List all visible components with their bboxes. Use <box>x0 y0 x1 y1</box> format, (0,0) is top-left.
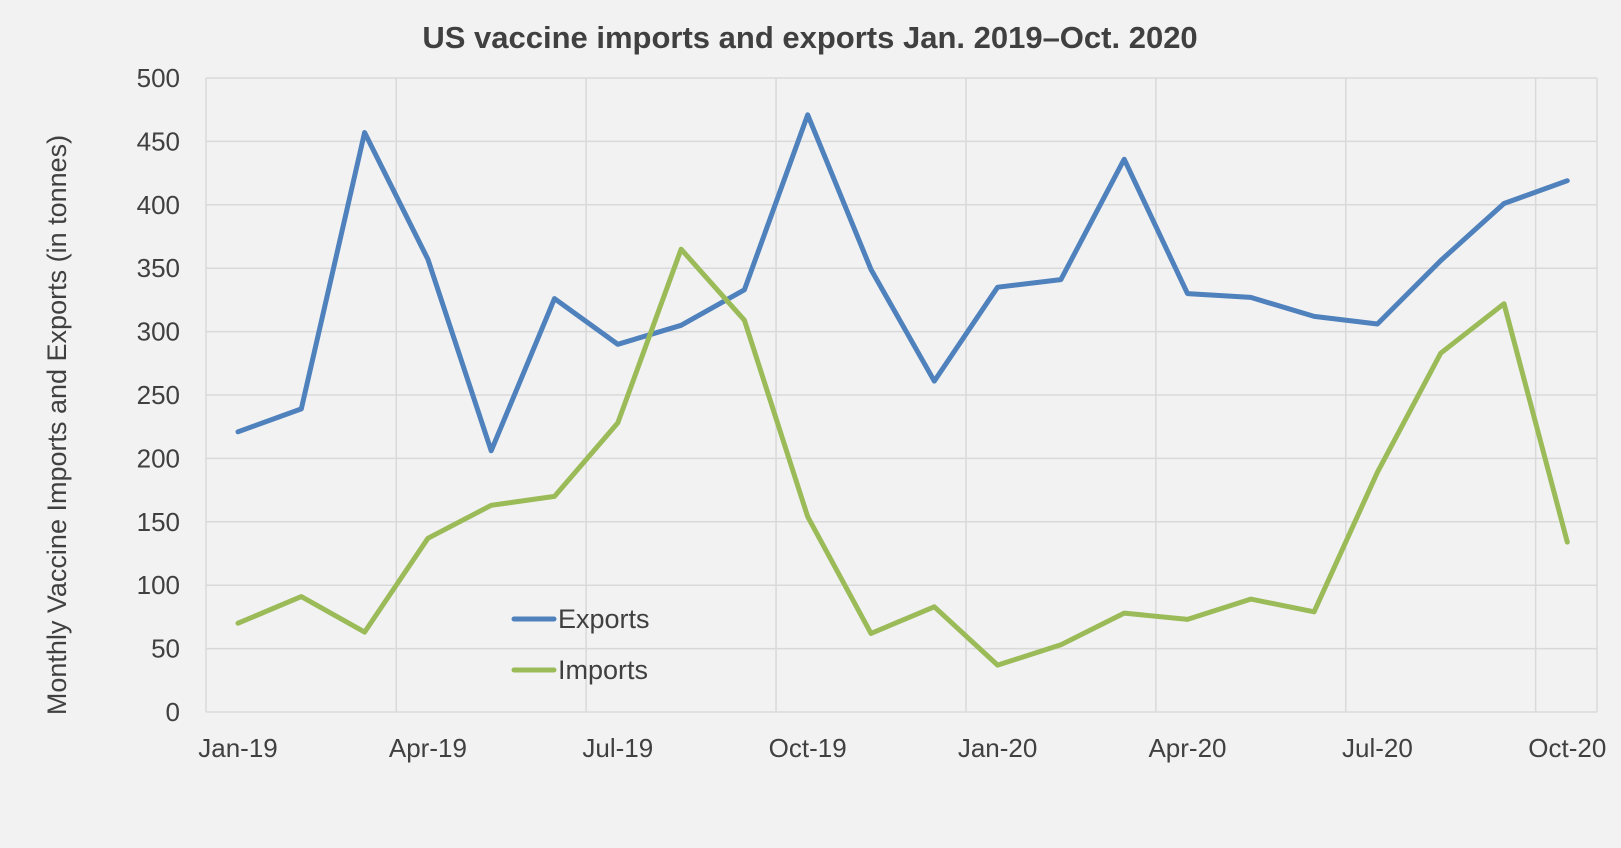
x-tick-label: Oct-20 <box>1528 733 1606 763</box>
y-tick-label: 350 <box>137 253 180 283</box>
series-line-exports <box>235 112 1570 454</box>
x-tick-label: Oct-19 <box>769 733 847 763</box>
series-lines <box>235 112 1570 668</box>
y-tick-label: 200 <box>137 443 180 473</box>
y-tick-label: 0 <box>166 697 180 727</box>
gridlines <box>205 77 1598 713</box>
y-tick-label: 250 <box>137 380 180 410</box>
x-tick-label: Apr-19 <box>389 733 467 763</box>
chart-title: US vaccine imports and exports Jan. 2019… <box>422 20 1197 55</box>
y-axis-ticks: 0 50 100 150 200 250 300 350 400 450 500 <box>137 63 180 727</box>
y-tick-label: 450 <box>137 126 180 156</box>
y-tick-label: 150 <box>137 507 180 537</box>
y-tick-label: 50 <box>151 634 180 664</box>
x-tick-label: Jan-19 <box>198 733 278 763</box>
y-tick-label: 300 <box>137 317 180 347</box>
legend-label-exports: Exports <box>558 604 650 634</box>
y-tick-label: 400 <box>137 190 180 220</box>
x-tick-label: Jul-19 <box>582 733 653 763</box>
x-tick-label: Apr-20 <box>1148 733 1226 763</box>
x-axis-ticks: Jan-19 Apr-19 Jul-19 Oct-19 Jan-20 Apr-20 Jul-… <box>198 733 1606 763</box>
legend: Exports Imports <box>511 604 650 685</box>
y-tick-label: 100 <box>137 570 180 600</box>
series-line-imports <box>235 246 1570 668</box>
legend-label-imports: Imports <box>558 655 648 685</box>
y-axis-title: Monthly Vaccine Imports and Exports (in … <box>42 135 72 715</box>
y-tick-label: 500 <box>137 63 180 93</box>
x-tick-label: Jan-20 <box>958 733 1038 763</box>
x-tick-label: Jul-20 <box>1342 733 1413 763</box>
